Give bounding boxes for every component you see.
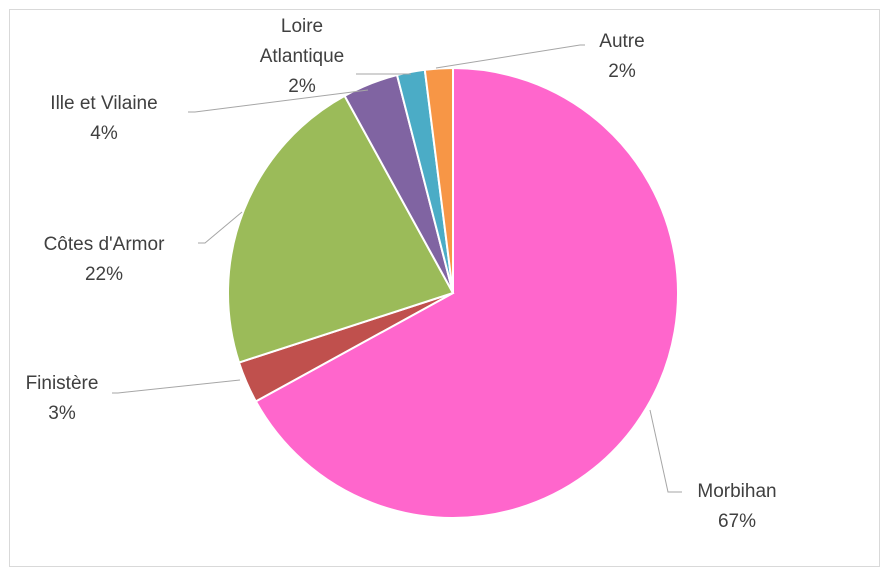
- leader-line: [198, 211, 243, 244]
- pie: [227, 66, 679, 519]
- value-label: 2%: [608, 61, 636, 82]
- value-label: 2%: [288, 76, 316, 97]
- pie-slice: [227, 94, 455, 364]
- category-label: Côtes d'Armor: [43, 234, 165, 255]
- slice-label: Loire Atlantique 2%: [247, 12, 357, 102]
- leader-line: [112, 379, 241, 394]
- slice-label: Morbihan 67%: [667, 477, 807, 537]
- slice-label: Côtes d'Armor 22%: [9, 230, 199, 290]
- leader-line: [649, 409, 682, 493]
- slice-label: Ille et Vilaine 4%: [14, 89, 194, 149]
- category-label: Ille et Vilaine: [50, 93, 158, 114]
- value-label: 4%: [90, 123, 118, 144]
- category-label: Finistère: [25, 373, 99, 394]
- leader-line: [435, 44, 585, 69]
- slice-label: Finistère 3%: [2, 369, 122, 429]
- value-label: 67%: [717, 511, 757, 532]
- pie-slice: [423, 66, 454, 294]
- slice-label: Autre 2%: [582, 27, 662, 87]
- category-label: Autre: [599, 31, 645, 52]
- category-label: Morbihan: [697, 481, 777, 502]
- leader-line: [188, 89, 369, 113]
- value-label: 22%: [84, 264, 124, 285]
- value-label: 3%: [48, 403, 76, 424]
- category-label: Loire Atlantique: [259, 16, 345, 67]
- pie-slice: [254, 66, 679, 519]
